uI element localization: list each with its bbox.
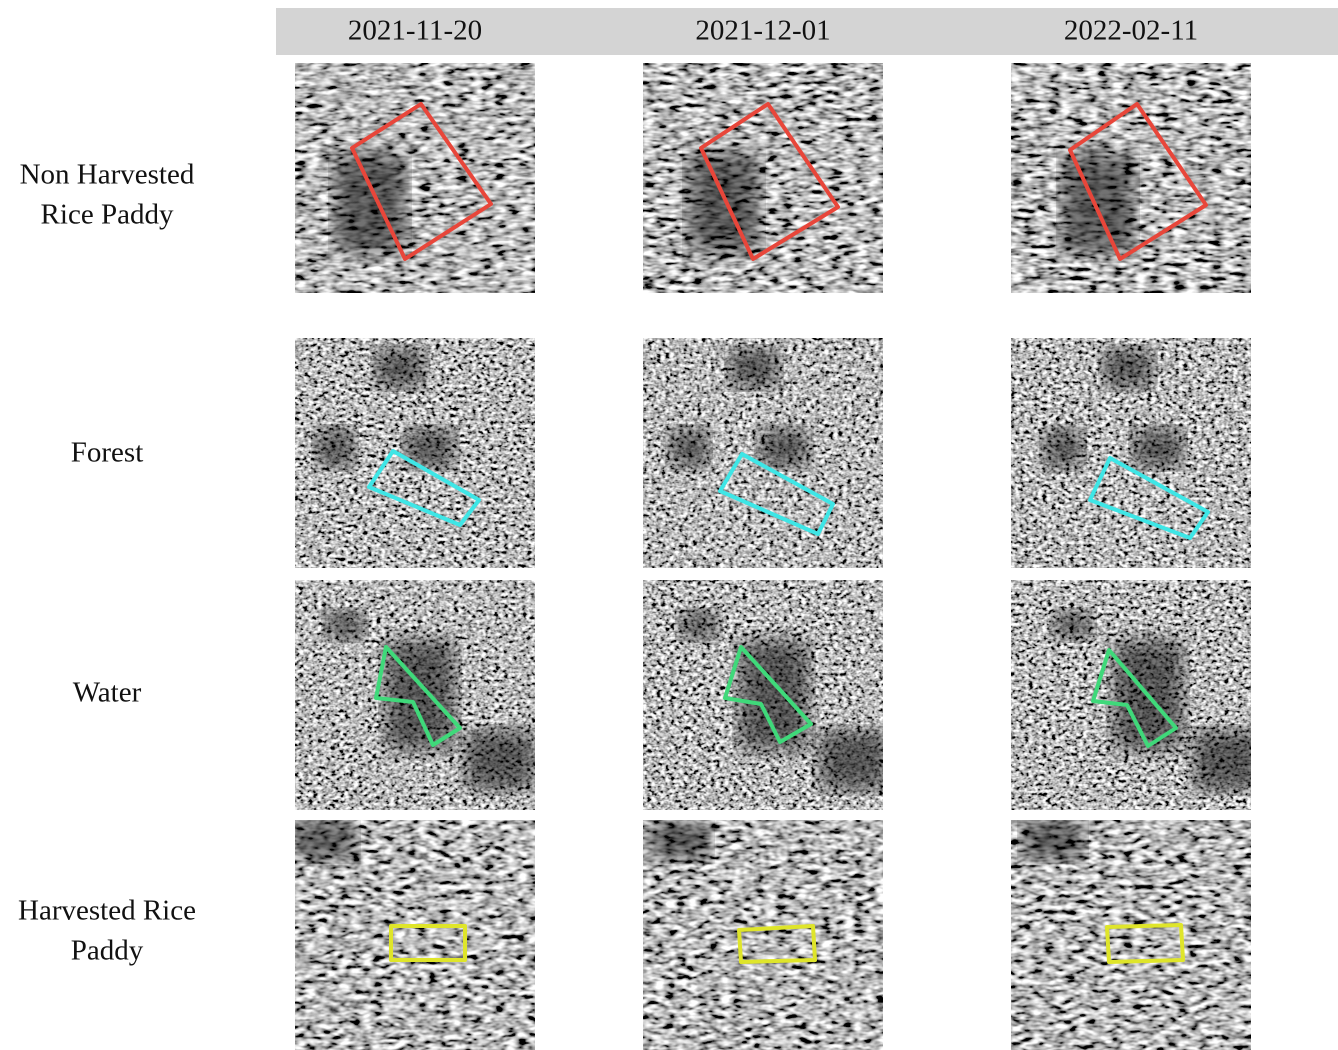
row-label: Harvested Rice xyxy=(18,895,196,927)
dark-region xyxy=(1103,348,1153,388)
row-label: Paddy xyxy=(71,935,144,967)
image-tile xyxy=(643,580,889,810)
sar-texture xyxy=(295,63,535,293)
figure: 2021-11-20 2021-12-01 2022-02-11 Non Harves… xyxy=(0,0,1338,1050)
image-tile xyxy=(1011,580,1263,810)
dark-region xyxy=(1023,820,1083,860)
dark-region xyxy=(679,610,719,640)
image-tile xyxy=(643,63,883,293)
column-header: 2021-11-20 xyxy=(348,15,482,47)
image-tile xyxy=(643,338,883,568)
image-tile xyxy=(295,580,535,810)
row-label: Rice Paddy xyxy=(41,199,174,231)
dark-region xyxy=(1053,610,1093,640)
dark-region xyxy=(315,428,355,468)
dark-region xyxy=(1063,153,1133,253)
image-tile xyxy=(643,820,883,1050)
image-tile xyxy=(295,820,535,1050)
image-tile xyxy=(295,63,535,293)
dark-region xyxy=(649,820,709,860)
dark-region xyxy=(295,820,355,860)
sar-texture xyxy=(643,63,883,293)
dark-region xyxy=(729,348,779,388)
dark-region xyxy=(759,428,809,468)
dark-region xyxy=(1043,428,1083,468)
dark-region xyxy=(1133,428,1183,468)
dark-region xyxy=(819,730,889,790)
image-tile xyxy=(1011,338,1251,568)
image-tile xyxy=(1011,820,1251,1050)
dark-region xyxy=(465,730,535,790)
row-label: Non Harvested xyxy=(20,159,195,191)
image-tile xyxy=(1011,63,1251,293)
column-header: 2022-02-11 xyxy=(1064,15,1198,47)
row-label: Forest xyxy=(71,437,144,469)
image-tile xyxy=(295,338,535,568)
dark-region xyxy=(669,428,709,468)
row-label: Water xyxy=(73,677,142,709)
dark-region xyxy=(375,348,425,388)
dark-region xyxy=(689,153,759,253)
dark-region xyxy=(325,610,365,640)
dark-region xyxy=(1193,730,1263,790)
column-header: 2021-12-01 xyxy=(695,15,830,47)
